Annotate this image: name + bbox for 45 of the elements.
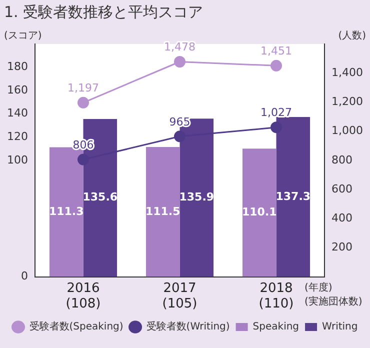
x-tick-label: 2018 (110) xyxy=(258,280,294,312)
y-tick-label: 160 xyxy=(6,83,28,96)
y2-tick-label: 1,400 xyxy=(332,66,364,79)
data-label: 806 xyxy=(72,138,94,152)
data-label: 1,451 xyxy=(260,44,292,58)
y-tick-label: 120 xyxy=(6,130,28,143)
y-tick-label: 100 xyxy=(6,153,28,166)
bar xyxy=(49,147,84,277)
data-label: 965 xyxy=(169,115,190,128)
data-label: 1,478 xyxy=(164,40,196,54)
legend-label: 受験者数(Speaking) xyxy=(29,320,124,333)
point xyxy=(174,130,186,142)
legend-label: Writing xyxy=(322,322,358,333)
data-label: 110.1 xyxy=(242,206,277,219)
data-label: 135.9 xyxy=(179,190,214,204)
data-label: 135.6 xyxy=(82,190,118,204)
legend-label: 受験者数(Writing) xyxy=(146,320,230,333)
y-tick-label: 140 xyxy=(6,106,28,120)
data-label: 1,197 xyxy=(68,81,99,94)
bar xyxy=(242,148,276,277)
y2-axis-title: (人数) xyxy=(338,30,366,42)
point xyxy=(270,122,282,134)
point xyxy=(78,154,89,166)
y-tick-label: 180 xyxy=(6,60,28,74)
x-axis-title: (年度) (実施団体数) xyxy=(304,281,362,308)
data-label: 111.3 xyxy=(48,204,84,218)
data-label: 111.5 xyxy=(145,204,180,218)
data-label: 1,027 xyxy=(260,106,292,120)
y2-tick-label: 1,000 xyxy=(332,124,364,138)
y-tick-label: 0 xyxy=(20,270,28,283)
point xyxy=(270,60,282,72)
y-axis-title: (スコア) xyxy=(4,30,42,42)
chart-title: 1. 受験者数推移と平均スコア xyxy=(4,2,204,21)
x-tick-label: 2016 (108) xyxy=(66,280,101,312)
legend-label: Speaking xyxy=(252,322,300,333)
y2-tick-label: 400 xyxy=(332,211,353,224)
y2-tick-label: 800 xyxy=(332,153,353,166)
y2-tick-label: 1,200 xyxy=(332,95,364,108)
x-tick-label: 2017 (105) xyxy=(162,280,198,312)
point xyxy=(78,96,89,108)
y2-tick-label: 600 xyxy=(332,182,353,196)
data-label: 137.3 xyxy=(276,190,311,203)
point xyxy=(174,56,186,68)
bar xyxy=(146,147,180,277)
y2-tick-label: 200 xyxy=(332,240,353,254)
